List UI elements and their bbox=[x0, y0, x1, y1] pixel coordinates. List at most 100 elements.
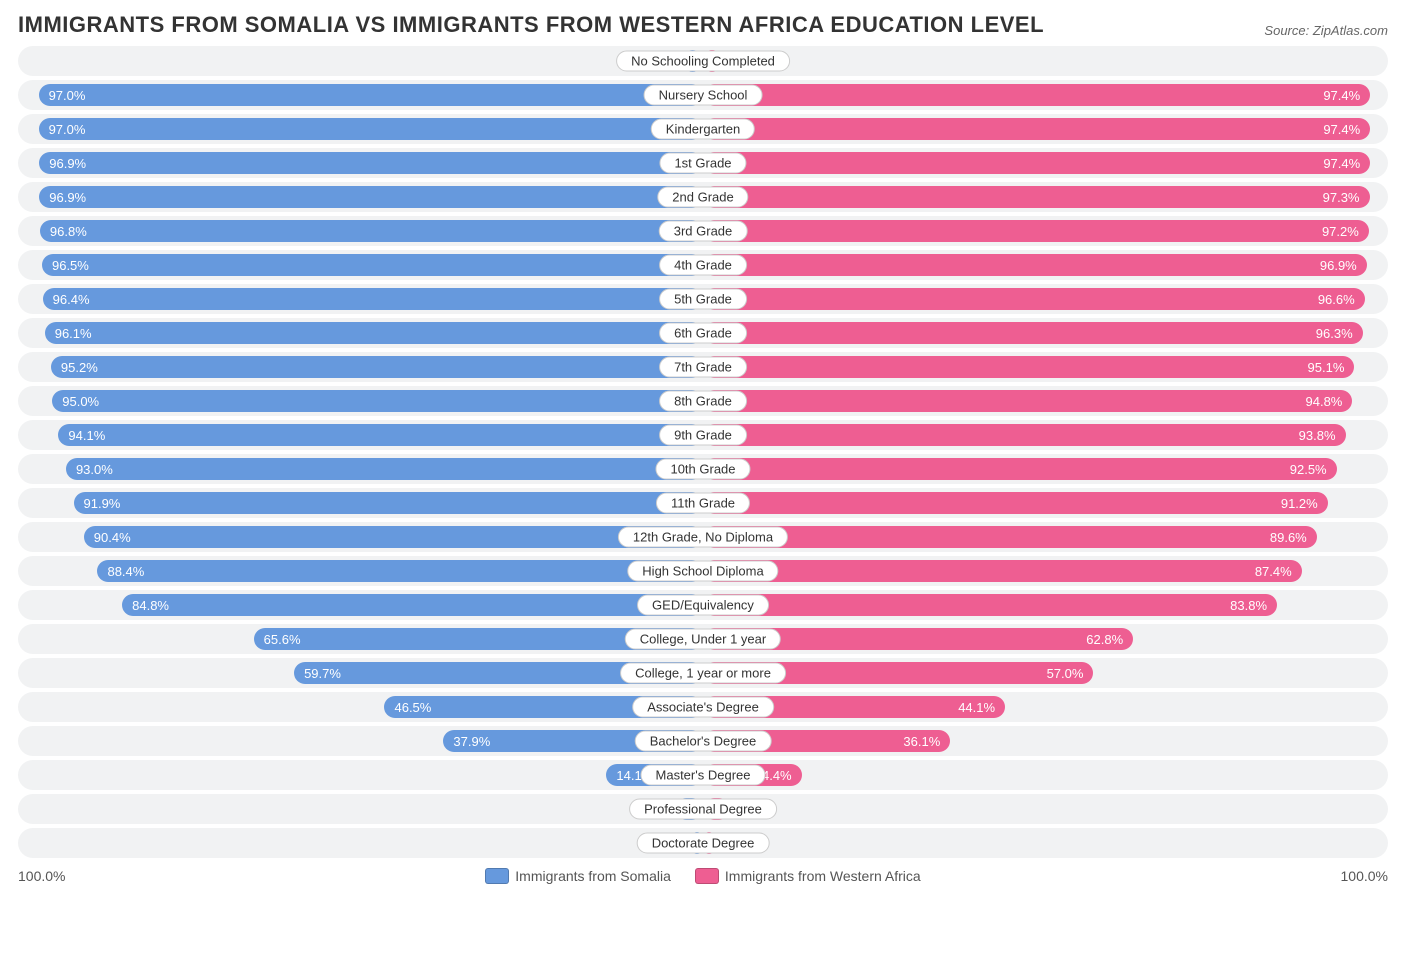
chart-row: 3.0%2.6%No Schooling Completed bbox=[18, 46, 1388, 76]
value-left: 96.4% bbox=[53, 292, 90, 307]
category-label: 9th Grade bbox=[659, 425, 747, 446]
category-label: High School Diploma bbox=[627, 561, 778, 582]
bar-left: 97.0% bbox=[39, 84, 703, 106]
bar-left: 96.5% bbox=[42, 254, 703, 276]
category-label: 1st Grade bbox=[659, 153, 746, 174]
chart-row: 95.2% 95.1% 7th Grade bbox=[18, 352, 1388, 382]
chart-row: 95.0% 94.8% 8th Grade bbox=[18, 386, 1388, 416]
bar-right: 97.3% bbox=[703, 186, 1370, 208]
value-right: 44.1% bbox=[958, 700, 995, 715]
category-label: 6th Grade bbox=[659, 323, 747, 344]
bar-right: 96.3% bbox=[703, 322, 1363, 344]
category-label: 10th Grade bbox=[655, 459, 750, 480]
chart-row: 96.9%97.3%2nd Grade bbox=[18, 182, 1388, 212]
value-right: 97.3% bbox=[1323, 190, 1360, 205]
bar-left: 96.9% bbox=[39, 152, 703, 174]
chart-title: IMMIGRANTS FROM SOMALIA VS IMMIGRANTS FR… bbox=[18, 12, 1044, 38]
chart-container: IMMIGRANTS FROM SOMALIA VS IMMIGRANTS FR… bbox=[0, 0, 1406, 975]
value-left: 95.2% bbox=[61, 360, 98, 375]
value-right: 92.5% bbox=[1290, 462, 1327, 477]
value-right: 36.1% bbox=[903, 734, 940, 749]
chart-row: 96.4%96.6%5th Grade bbox=[18, 284, 1388, 314]
value-left: 65.6% bbox=[264, 632, 301, 647]
bar-right: 91.2% bbox=[703, 492, 1328, 514]
axis-right-max: 100.0% bbox=[1341, 868, 1388, 884]
value-left: 96.8% bbox=[50, 224, 87, 239]
bar-left: 90.4% bbox=[84, 526, 703, 548]
bar-left: 84.8% bbox=[122, 594, 703, 616]
category-label: 7th Grade bbox=[659, 357, 747, 378]
bar-right: 97.4% bbox=[703, 152, 1370, 174]
chart-row: 96.5%96.9%4th Grade bbox=[18, 250, 1388, 280]
value-left: 96.9% bbox=[49, 190, 86, 205]
category-label: College, Under 1 year bbox=[625, 629, 781, 650]
bar-left: 97.0% bbox=[39, 118, 703, 140]
bar-right: 92.5% bbox=[703, 458, 1337, 480]
value-right: 97.4% bbox=[1323, 156, 1360, 171]
value-left: 95.0% bbox=[62, 394, 99, 409]
source-name: ZipAtlas.com bbox=[1313, 23, 1388, 38]
value-left: 96.9% bbox=[49, 156, 86, 171]
legend-swatch-right bbox=[695, 868, 719, 884]
category-label: Associate's Degree bbox=[632, 697, 774, 718]
chart-legend: Immigrants from Somalia Immigrants from … bbox=[485, 868, 920, 884]
category-label: 11th Grade bbox=[656, 493, 750, 514]
bar-right: 83.8% bbox=[703, 594, 1277, 616]
value-right: 95.1% bbox=[1308, 360, 1345, 375]
value-right: 96.3% bbox=[1316, 326, 1353, 341]
chart-row: 97.0%97.4%Kindergarten bbox=[18, 114, 1388, 144]
chart-row: 46.5% 44.1% Associate's Degree bbox=[18, 692, 1388, 722]
value-left: 37.9% bbox=[453, 734, 490, 749]
category-label: Professional Degree bbox=[629, 799, 777, 820]
value-left: 93.0% bbox=[76, 462, 113, 477]
value-right: 62.8% bbox=[1086, 632, 1123, 647]
bar-left: 96.8% bbox=[40, 220, 703, 242]
bar-right: 96.6% bbox=[703, 288, 1365, 310]
category-label: Nursery School bbox=[644, 85, 763, 106]
category-label: Bachelor's Degree bbox=[635, 731, 772, 752]
category-label: No Schooling Completed bbox=[616, 51, 790, 72]
bar-left: 94.1% bbox=[58, 424, 703, 446]
chart-header: IMMIGRANTS FROM SOMALIA VS IMMIGRANTS FR… bbox=[18, 12, 1388, 38]
legend-label-right: Immigrants from Western Africa bbox=[725, 868, 921, 884]
bar-left: 95.0% bbox=[52, 390, 703, 412]
value-left: 90.4% bbox=[94, 530, 131, 545]
bar-left: 93.0% bbox=[66, 458, 703, 480]
value-left: 97.0% bbox=[49, 122, 86, 137]
category-label: 4th Grade bbox=[659, 255, 747, 276]
value-left: 91.9% bbox=[84, 496, 121, 511]
chart-row: 94.1% 93.8% 9th Grade bbox=[18, 420, 1388, 450]
chart-row: 84.8% 83.8% GED/Equivalency bbox=[18, 590, 1388, 620]
value-right: 93.8% bbox=[1299, 428, 1336, 443]
value-right: 96.6% bbox=[1318, 292, 1355, 307]
bar-right: 94.8% bbox=[703, 390, 1352, 412]
value-right: 83.8% bbox=[1230, 598, 1267, 613]
value-right: 91.2% bbox=[1281, 496, 1318, 511]
category-label: 12th Grade, No Diploma bbox=[618, 527, 788, 548]
bar-right: 87.4% bbox=[703, 560, 1302, 582]
value-left: 59.7% bbox=[304, 666, 341, 681]
value-right: 89.6% bbox=[1270, 530, 1307, 545]
legend-label-left: Immigrants from Somalia bbox=[515, 868, 671, 884]
legend-item-left: Immigrants from Somalia bbox=[485, 868, 671, 884]
value-left: 96.1% bbox=[55, 326, 92, 341]
chart-row: 93.0% 92.5% 10th Grade bbox=[18, 454, 1388, 484]
value-right: 97.2% bbox=[1322, 224, 1359, 239]
value-right: 94.8% bbox=[1306, 394, 1343, 409]
value-left: 88.4% bbox=[107, 564, 144, 579]
bar-right: 93.8% bbox=[703, 424, 1346, 446]
bar-left: 96.1% bbox=[45, 322, 703, 344]
axis-left-max: 100.0% bbox=[18, 868, 65, 884]
value-left: 84.8% bbox=[132, 598, 169, 613]
bar-left: 88.4% bbox=[97, 560, 703, 582]
bar-right: 95.1% bbox=[703, 356, 1354, 378]
chart-row: 90.4% 89.6% 12th Grade, No Diploma bbox=[18, 522, 1388, 552]
category-label: College, 1 year or more bbox=[620, 663, 786, 684]
category-label: GED/Equivalency bbox=[637, 595, 769, 616]
value-left: 46.5% bbox=[394, 700, 431, 715]
chart-row: 88.4% 87.4%High School Diploma bbox=[18, 556, 1388, 586]
source-prefix: Source: bbox=[1264, 23, 1309, 38]
value-right: 97.4% bbox=[1323, 122, 1360, 137]
category-label: 8th Grade bbox=[659, 391, 747, 412]
chart-row: 65.6% 62.8% College, Under 1 year bbox=[18, 624, 1388, 654]
